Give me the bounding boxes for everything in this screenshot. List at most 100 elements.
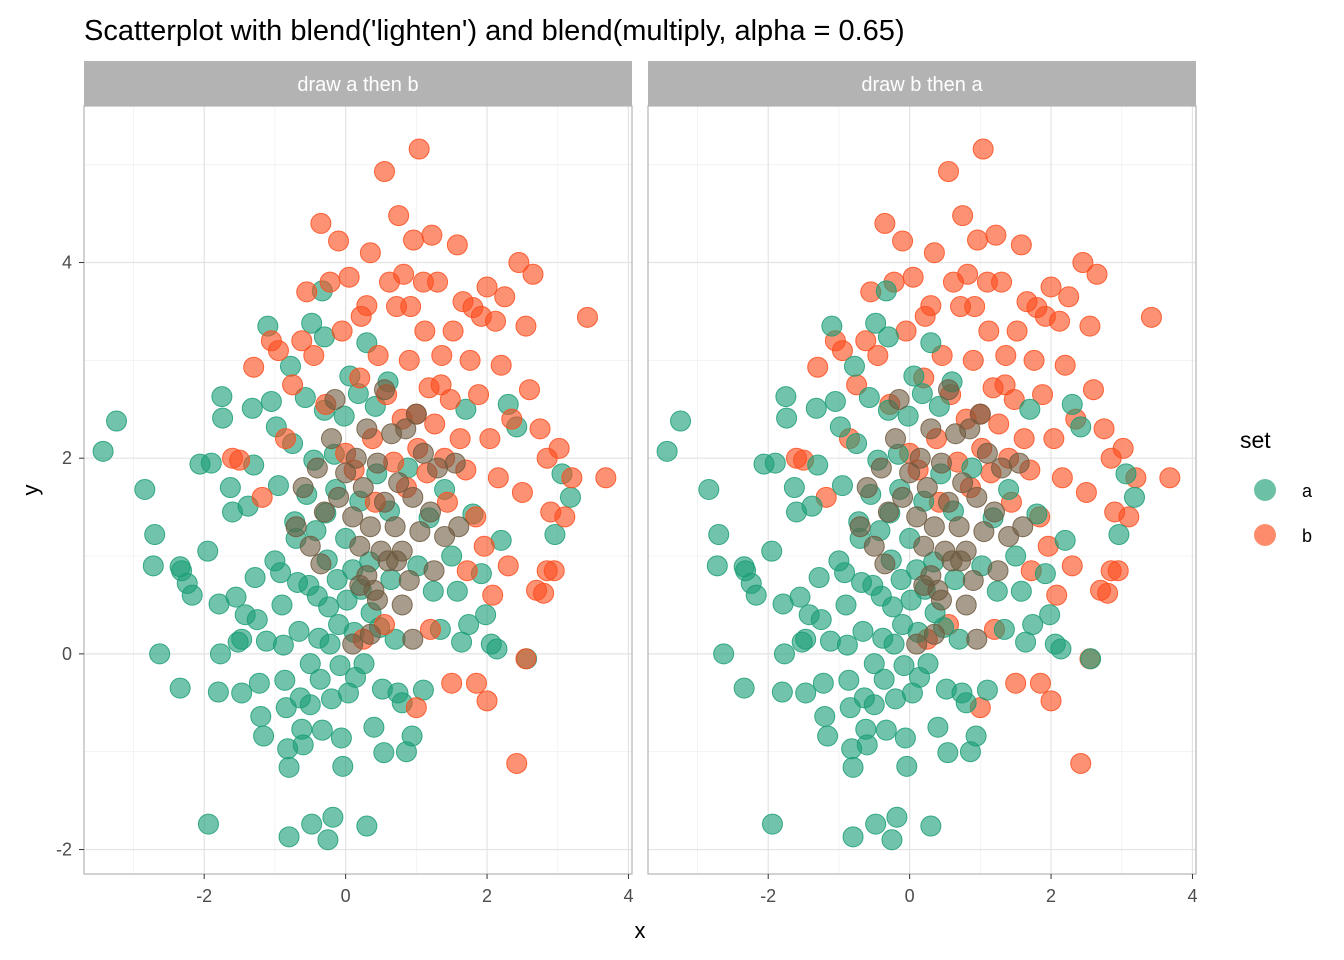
point-overlap [987,560,1009,582]
point-b [482,584,504,606]
point-a [917,653,939,675]
point-overlap [976,442,998,464]
point-b [855,330,877,352]
point-b [388,205,410,227]
point-a [319,633,341,655]
point-b [310,212,332,234]
facet-strip-1 [84,61,632,106]
point-b [1058,286,1080,308]
point-overlap [405,403,427,425]
point-overlap [324,389,346,411]
point-a [309,668,331,690]
point-a [333,405,355,427]
point-overlap [892,486,914,508]
point-b [1100,560,1122,582]
facet-panel-2: draw b then a [647,61,1197,875]
point-a [998,479,1020,501]
point-b [229,449,251,471]
point-a [278,826,300,848]
point-overlap [983,501,1005,523]
point-b [994,374,1016,396]
point-a [834,562,856,584]
point-b [938,161,960,183]
point-a [863,653,885,675]
point-a [706,555,728,577]
point-b [1023,349,1045,371]
point-a [106,410,128,432]
point-b [494,286,516,308]
point-overlap [888,389,910,411]
point-a [271,594,293,616]
point-overlap [359,623,381,645]
point-a [865,813,887,835]
point-b [1082,379,1104,401]
point-a [698,479,720,501]
point-a [745,584,767,606]
point-b [867,344,889,366]
point-a [274,669,296,691]
point-b [511,481,533,503]
point-a [353,653,375,675]
point-a [278,756,300,778]
point-b [1072,252,1094,274]
point-a [260,390,282,412]
panel-1-points [92,138,617,851]
point-a [200,452,222,474]
point-b [349,367,371,389]
point-b [405,697,427,719]
point-a [856,734,878,756]
point-a [294,387,316,409]
point-b [515,648,537,670]
chart-title: Scatterplot with blend('lighten') and bl… [84,15,905,47]
point-a [336,589,358,611]
point-b [1061,555,1083,577]
point-b [476,276,498,298]
point-a [544,524,566,546]
point-overlap [973,521,995,543]
legend-label-b: b [1302,526,1312,546]
point-b [1086,263,1108,285]
point-a [373,742,395,764]
point-a [775,386,797,408]
point-b [356,295,378,317]
point-a [911,383,933,405]
point-overlap [913,574,935,596]
point-b [479,428,501,450]
point-overlap [1012,516,1034,538]
point-overlap [909,447,931,469]
point-a [244,567,266,589]
point-b [251,486,273,508]
point-b [468,384,490,406]
point-a [231,628,253,650]
point-a [670,410,692,432]
point-b [408,138,430,160]
point-a [801,495,823,517]
point-a [401,725,423,747]
point-b [430,374,452,396]
point-a [1054,529,1076,551]
point-overlap [349,574,371,596]
point-overlap [952,472,974,494]
point-b [1040,276,1062,298]
point-b [456,560,478,582]
point-overlap [359,516,381,538]
point-a [937,742,959,764]
point-b [985,224,1007,246]
point-b [459,349,481,371]
point-a [865,312,887,334]
point-a [761,540,783,562]
point-b [1097,582,1119,604]
point-overlap [388,472,410,494]
point-b [952,205,974,227]
point-a [920,332,942,354]
point-a [814,705,836,727]
point-overlap [870,457,892,479]
point-a [212,407,234,429]
point-b [595,467,617,489]
point-a [783,477,805,499]
point-a [1039,604,1061,626]
point-b [303,344,325,366]
point-b [419,618,441,640]
point-overlap [962,569,984,591]
